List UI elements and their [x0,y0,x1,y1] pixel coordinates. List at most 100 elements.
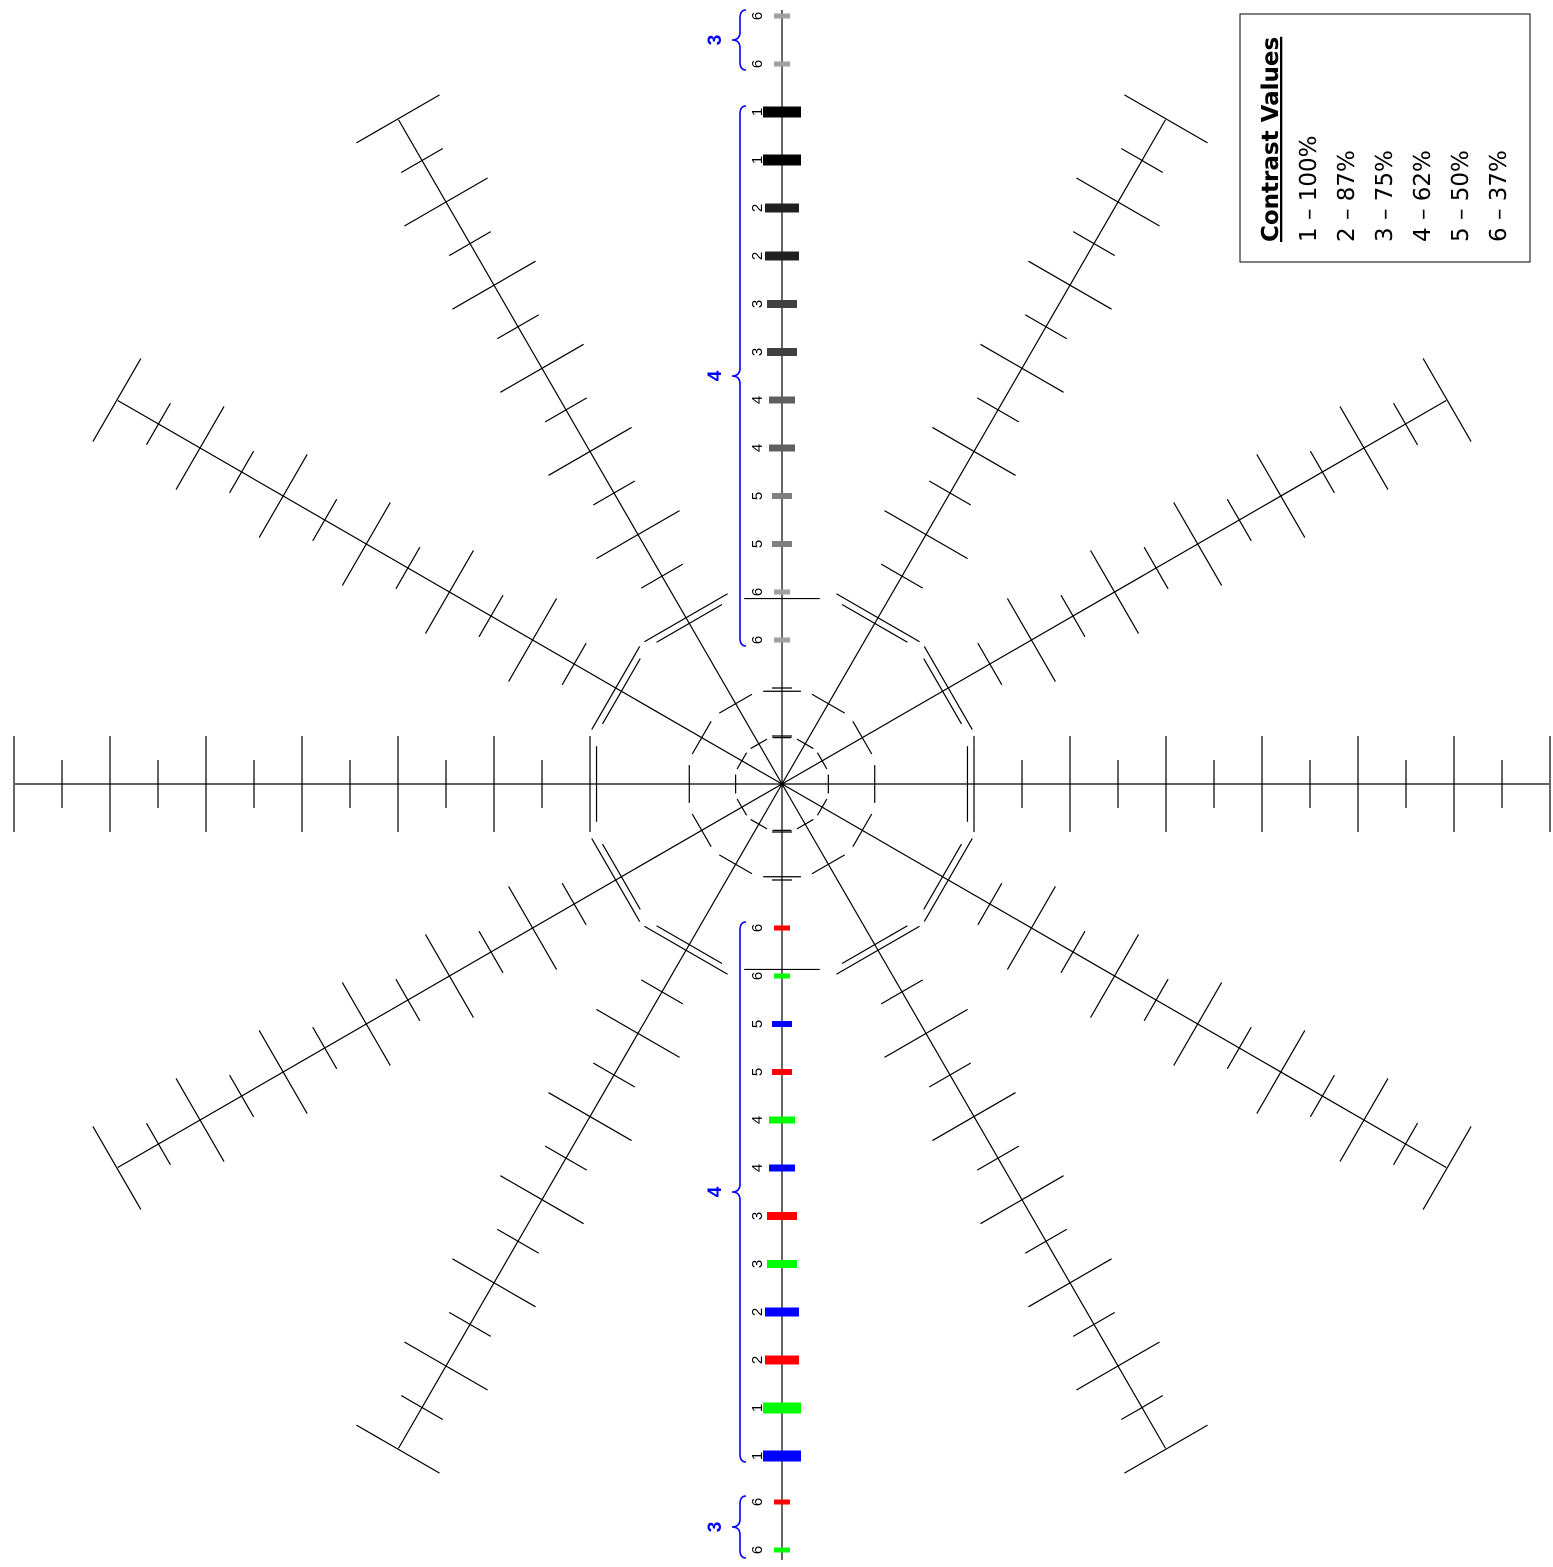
spoke-7-tick-7 [478,930,504,974]
spoke-11-tick-16 [1422,1126,1472,1210]
spoke-11-tick-6 [1006,886,1056,970]
spoke-2-tick-13 [1072,231,1116,257]
spoke-2-tick-14 [1076,177,1160,227]
spoke-2-tick-8 [932,426,1016,476]
spoke-11-tick-5 [977,882,1003,926]
spoke-2-tick-11 [1024,314,1068,340]
spoke-8-tick-16 [356,1424,440,1474]
lower-main-bar-label-7: 3 [749,1260,766,1268]
spoke-1-tick-4 [923,646,973,730]
spoke-4-tick-14 [404,177,488,227]
upper-main-bar-3 [765,251,799,261]
group-braces: 3 4 4 3 [705,9,747,1559]
ring-2-side-1 [841,603,908,643]
spoke-11-tick-14 [1339,1078,1389,1162]
spoke-8-tick-15 [400,1395,444,1421]
spoke-1-tick-16 [1422,358,1472,442]
lower-main-bar-3 [772,1069,792,1075]
spoke-10-tick-9 [976,1145,1020,1171]
upper-main-bar-4 [767,300,797,308]
spoke-7-tick-6 [508,886,558,970]
spoke-5-tick-14 [175,406,225,490]
upper-top-brace [731,9,747,71]
radial-spokes [13,10,1551,1560]
upper-main-bar-2 [765,203,799,213]
lower-main-bar-9 [765,1355,799,1365]
spoke-4-tick-13 [448,231,492,257]
legend-entry-2: 2 – 87% [1334,150,1360,242]
legend-title: Contrast Values [1258,37,1284,242]
spoke-2-tick-7 [928,480,972,506]
upper-main-bar-label-4: 3 [749,300,766,308]
upper-top-bar-1 [774,61,790,67]
spoke-5-tick-12 [258,454,308,538]
lower-main-bar-label-10: 1 [749,1404,766,1412]
ring-2-side-0 [923,658,963,725]
ring-1-side-9 [811,854,846,875]
spoke-8-tick-10 [500,1175,584,1225]
spoke-5-tick-9 [395,546,421,590]
spoke-5-tick-7 [478,594,504,638]
upper-top-bar-label-0: 6 [749,12,766,20]
spoke-5-tick-16 [92,358,142,442]
lower-bottom-brace [731,1495,747,1559]
spoke-10-tick-10 [980,1175,1064,1225]
upper-main-bar-label-1: 1 [749,156,766,164]
spoke-5-tick-8 [424,550,474,634]
spoke-1-tick-14 [1339,406,1389,490]
legend-box: Contrast Values 1 – 100% 2 – 87% 3 – 75%… [1239,13,1531,263]
spoke-1-tick-11 [1226,498,1252,542]
spoke-7-tick-13 [229,1074,255,1118]
spoke-10-tick-15 [1120,1395,1164,1421]
upper-main-bar-9 [772,541,792,547]
spoke-10-tick-8 [932,1092,1016,1142]
spoke-1-tick-9 [1143,546,1169,590]
spoke-10-tick-11 [1024,1228,1068,1254]
spoke-2-tick-6 [884,510,968,560]
spoke-5-tick-4 [591,646,641,730]
spoke-4-tick-11 [496,314,540,340]
upper-main-bar-label-9: 5 [749,540,766,548]
spoke-4-tick-16 [356,94,440,144]
spoke-7-tick-9 [395,978,421,1022]
spoke-1-tick-15 [1393,402,1419,446]
spoke-7-tick-11 [312,1026,338,1070]
lower-main-bar-label-8: 2 [749,1308,766,1316]
spoke-5-tick-5 [561,642,587,686]
ring-1-side-6 [691,813,712,848]
spoke-2-tick-10 [980,343,1064,393]
spoke-8-tick-7 [592,1062,636,1088]
ring-0-side-6 [736,798,748,816]
legend-entry-6: 6 – 37% [1486,150,1512,242]
upper-main-bar-label-5: 3 [749,348,766,356]
upper-main-bar-1 [763,154,801,166]
spoke-8-tick-4 [644,925,728,975]
spoke-8-tick-12 [452,1258,536,1308]
upper-main-bar-label-3: 2 [749,252,766,260]
spoke-11-tick-8 [1090,934,1140,1018]
lower-bottom-bar-label-1: 6 [749,1546,766,1554]
ring-2-side-3 [656,603,723,643]
legend-entry-1: 1 – 100% [1296,135,1322,242]
spoke-11-tick-11 [1226,1026,1252,1070]
lower-main-bar-label-5: 4 [749,1164,766,1172]
spoke-8-tick-11 [496,1228,540,1254]
lower-main-bar-5 [769,1164,795,1172]
lower-main-bar-label-9: 2 [749,1356,766,1364]
lower-main-brace-label: 4 [705,1186,726,1197]
spoke-11-tick-15 [1393,1122,1419,1166]
legend-entry-3: 3 – 75% [1372,150,1398,242]
spoke-11-tick-9 [1143,978,1169,1022]
lower-main-bar-1 [774,973,790,979]
upper-main-bar-label-11: 6 [749,636,766,644]
spoke-8-tick-14 [404,1341,488,1391]
upper-main-bar-label-0: 1 [749,108,766,116]
ring-0-side-1 [796,738,814,750]
spoke-11-tick-12 [1256,1030,1306,1114]
spoke-4-tick-7 [592,480,636,506]
lower-main-bar-label-2: 5 [749,1020,766,1028]
upper-main-bar-label-6: 4 [749,396,766,404]
spoke-1-tick-13 [1309,450,1335,494]
spoke-8-tick-13 [448,1311,492,1337]
